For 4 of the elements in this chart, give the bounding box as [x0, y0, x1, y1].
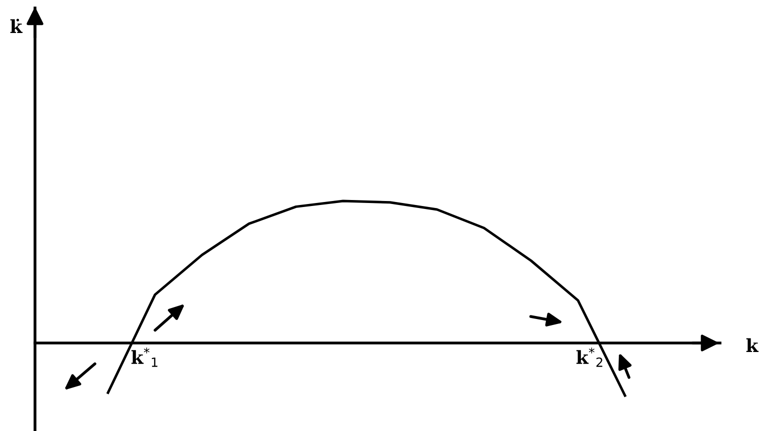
- text: k̇: [10, 18, 23, 33]
- text: k: [746, 338, 759, 352]
- annotation: k$^{*}$$_{2}$: [576, 348, 602, 367]
- annotation: k$^{*}$$_{1}$: [131, 348, 158, 367]
